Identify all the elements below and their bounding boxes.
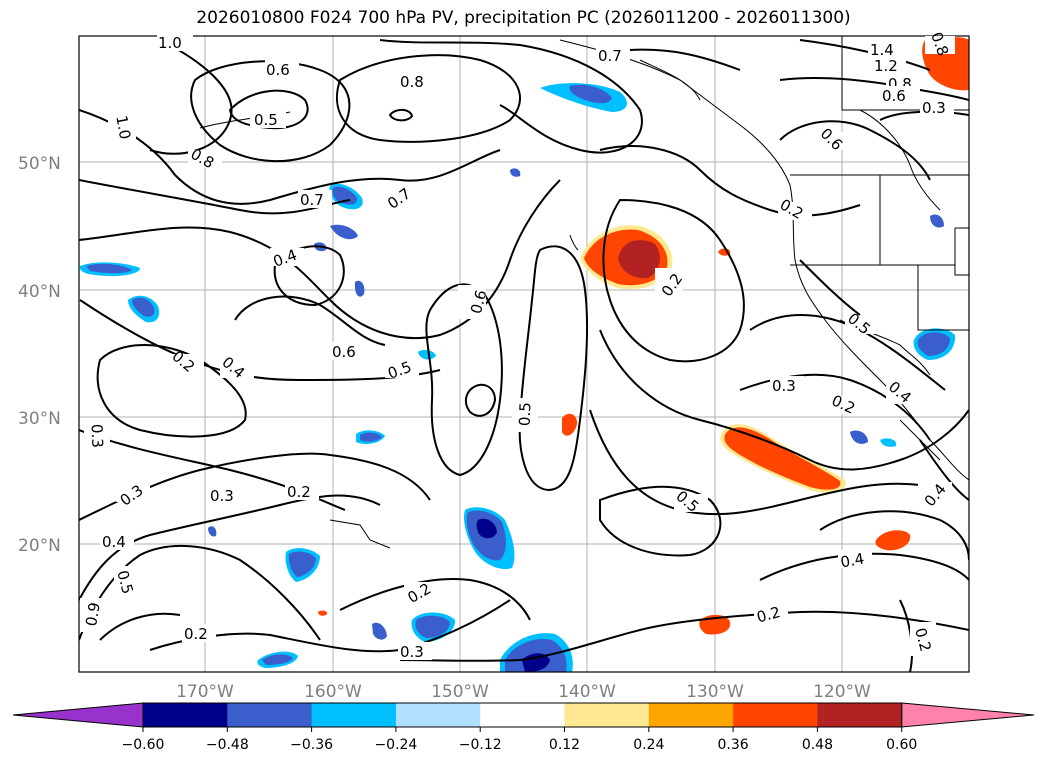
contour-label: 0.3	[400, 643, 424, 661]
contour-label: 0.4	[839, 550, 866, 572]
colorbar-tick-label: −0.36	[290, 737, 333, 753]
colorbar-segment	[395, 703, 481, 727]
colorbar-segment	[733, 703, 818, 727]
colorbar-segment	[817, 703, 903, 727]
lat-label: 50°N	[18, 154, 61, 174]
lon-label: 130°W	[686, 682, 744, 702]
contour-label: 0.9	[82, 601, 104, 628]
lon-axis-labels: 170°W 160°W 150°W 140°W 130°W 120°W	[176, 682, 871, 702]
contour-label: 0.4	[102, 533, 126, 551]
lon-label: 150°W	[431, 682, 489, 702]
contour-label: 1.2	[874, 57, 898, 75]
lon-label: 140°W	[558, 682, 616, 702]
contour-label: 0.5	[516, 402, 535, 426]
colorbar-tick-label: 0.36	[718, 737, 749, 753]
lat-axis-labels: 50°N 40°N 30°N 20°N	[18, 154, 61, 556]
colorbar-tick-label: −0.60	[122, 737, 165, 753]
contour-label: 0.5	[113, 568, 137, 596]
colorbar-outline	[142, 702, 903, 728]
contour-label: 0.2	[911, 626, 935, 654]
colorbar-segment	[143, 703, 228, 727]
lat-label: 40°N	[18, 282, 61, 302]
contour-label: 0.6	[332, 343, 356, 361]
contour-label: 0.3	[88, 424, 107, 448]
colorbar-tick-label: 0.12	[549, 737, 580, 753]
contour-label: 0.6	[266, 61, 290, 79]
contour-label: 0.2	[287, 483, 311, 501]
contour-label: 1.0	[112, 114, 134, 141]
colorbar-tick-label: 0.48	[802, 737, 833, 753]
contour-label: 0.7	[598, 47, 622, 65]
colorbar-segment	[648, 703, 734, 727]
contour-label: 0.6	[467, 288, 491, 316]
colorbar-segment	[311, 703, 397, 727]
colorbar-extend-low	[12, 702, 144, 728]
contour-label: 1.0	[158, 34, 182, 52]
contour-label: 0.3	[210, 487, 234, 505]
lon-label: 120°W	[813, 682, 871, 702]
colorbar-tick-label: −0.48	[206, 737, 249, 753]
contour-label: 0.7	[300, 191, 324, 209]
colorbar-tick-label: 0.24	[633, 737, 664, 753]
contour-label: 0.2	[755, 603, 783, 627]
contour-label: 0.3	[922, 99, 946, 117]
colorbar-segment	[564, 703, 650, 727]
contour-label: 1.4	[870, 41, 894, 59]
lat-label: 20°N	[18, 536, 61, 556]
colorbar-extend-high	[901, 702, 1035, 728]
contour-label: 0.3	[772, 377, 796, 395]
colorbar-segment	[227, 703, 313, 727]
lon-label: 170°W	[176, 682, 234, 702]
contour-label: 0.5	[254, 111, 278, 129]
colorbar-tick-label: 0.60	[886, 737, 917, 753]
colorbar-segment	[480, 703, 565, 727]
contour-label: 0.8	[400, 73, 424, 91]
colorbar-tick-label: −0.12	[459, 737, 502, 753]
map-frame	[78, 35, 970, 673]
contour-label: 0.2	[184, 625, 208, 643]
colorbar-tick-label: −0.24	[374, 737, 417, 753]
colorbar: −0.60 −0.48 −0.36 −0.24 −0.12 0.12 0.24 0.36 0.4…	[12, 702, 1035, 753]
contour-label: 0.6	[882, 87, 906, 105]
lat-label: 30°N	[18, 409, 61, 429]
map-title: 2026010800 F024 700 hPa PV, precipitatio…	[196, 8, 851, 28]
lon-label: 160°W	[304, 682, 362, 702]
